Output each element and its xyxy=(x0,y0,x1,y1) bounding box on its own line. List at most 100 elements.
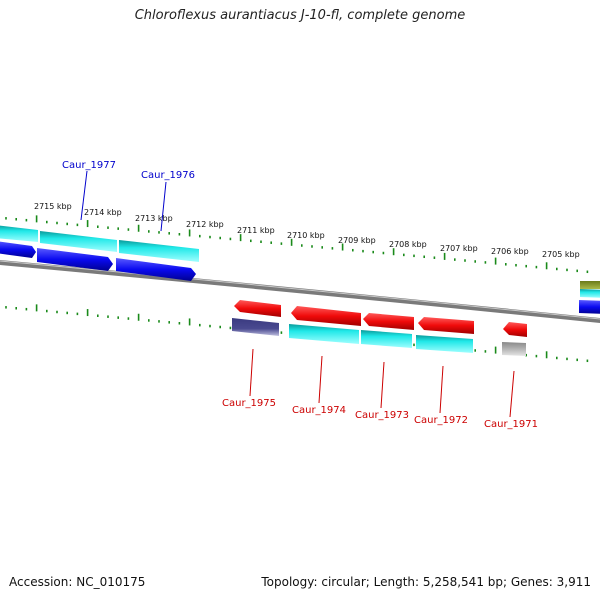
minor-tick xyxy=(556,356,558,360)
genome-backbone-highlight xyxy=(0,260,600,320)
minor-tick xyxy=(525,264,527,268)
minor-tick xyxy=(5,217,7,220)
major-tick xyxy=(290,238,293,246)
minor-tick xyxy=(56,221,58,225)
gene-feature-caur-1975[interactable] xyxy=(232,318,279,336)
gene-label-caur-1975[interactable]: Caur_1975 xyxy=(222,398,276,409)
minor-tick xyxy=(413,343,415,347)
minor-tick xyxy=(117,227,119,230)
minor-tick xyxy=(576,358,578,362)
minor-tick xyxy=(270,241,272,244)
minor-tick xyxy=(566,357,568,361)
minor-tick xyxy=(229,237,232,241)
callout-line xyxy=(439,365,444,414)
gene-label-caur-1973[interactable]: Caur_1973 xyxy=(355,410,409,421)
minor-tick xyxy=(148,319,150,322)
major-tick xyxy=(86,309,89,317)
major-tick xyxy=(239,234,242,242)
minor-tick xyxy=(107,226,109,229)
minor-tick xyxy=(321,246,323,249)
gene-feature-caur-1972[interactable] xyxy=(416,335,473,353)
gene-feature-red[interactable] xyxy=(503,322,527,337)
minor-tick xyxy=(280,331,283,334)
minor-tick xyxy=(168,321,170,324)
minor-tick xyxy=(46,309,48,313)
minor-tick xyxy=(362,249,364,253)
accession-text: Accession: NC_010175 xyxy=(9,575,146,589)
major-tick xyxy=(35,215,38,223)
minor-tick xyxy=(5,306,7,309)
minor-tick xyxy=(586,359,589,363)
forward-inner-track xyxy=(0,241,196,281)
minor-tick xyxy=(525,353,527,357)
scale-label: 2709 kbp xyxy=(338,236,376,245)
scale-label: 2707 kbp xyxy=(440,244,478,253)
minor-tick xyxy=(454,258,456,261)
gene-labels: Caur_1977 Caur_1976 Caur_1975 Caur_1974 … xyxy=(62,160,538,430)
scale-labels: 2715 kbp 2714 kbp 2713 kbp 2712 kbp 2711… xyxy=(34,202,580,259)
minor-tick xyxy=(331,247,334,250)
gene-label-caur-1971[interactable]: Caur_1971 xyxy=(484,419,538,430)
major-tick xyxy=(137,313,140,321)
genome-summary-text: Topology: circular; Length: 5,258,541 bp… xyxy=(261,575,591,589)
scale-label: 2706 kbp xyxy=(491,247,529,256)
gene-feature-red[interactable] xyxy=(363,313,414,330)
gene-feature-cyan-edge[interactable] xyxy=(580,289,600,298)
minor-tick xyxy=(260,240,262,244)
minor-tick xyxy=(566,268,568,272)
gene-label-caur-1977[interactable]: Caur_1977 xyxy=(62,160,116,171)
gene-feature-caur-1976[interactable] xyxy=(119,240,199,262)
gene-feature-forward-blue[interactable] xyxy=(0,241,36,258)
gene-feature-caur-1974[interactable] xyxy=(289,324,359,344)
forward-callouts xyxy=(80,170,167,232)
gene-feature-forward-blue[interactable] xyxy=(116,258,196,281)
minor-tick xyxy=(576,269,578,273)
scale-label: 2711 kbp xyxy=(237,226,275,235)
minor-tick xyxy=(107,315,109,318)
forward-outer-track xyxy=(0,225,199,262)
minor-tick xyxy=(15,306,17,310)
callout-line xyxy=(160,181,167,232)
minor-tick xyxy=(280,242,283,245)
minor-tick xyxy=(372,250,374,254)
minor-tick xyxy=(515,263,517,267)
major-tick xyxy=(392,248,395,256)
gene-feature-caur-1973[interactable] xyxy=(361,330,412,348)
minor-tick xyxy=(433,256,436,259)
gene-label-caur-1976[interactable]: Caur_1976 xyxy=(141,170,195,181)
gene-feature-red[interactable] xyxy=(234,300,281,317)
minor-tick xyxy=(311,245,313,248)
gene-feature-caur-1971[interactable] xyxy=(502,342,526,356)
minor-tick xyxy=(474,260,476,263)
gene-label-caur-1972[interactable]: Caur_1972 xyxy=(414,415,468,426)
minor-tick xyxy=(556,267,558,271)
minor-tick xyxy=(178,322,181,325)
gene-feature-blue-edge[interactable] xyxy=(579,300,600,314)
scale-label: 2713 kbp xyxy=(135,214,173,223)
minor-tick xyxy=(127,317,130,320)
major-tick xyxy=(35,304,38,312)
minor-tick xyxy=(66,222,68,226)
minor-tick xyxy=(25,307,28,311)
minor-tick xyxy=(219,325,221,329)
minor-tick xyxy=(168,232,170,235)
major-tick xyxy=(137,224,140,232)
callout-line xyxy=(249,348,254,397)
gene-feature-forward[interactable] xyxy=(0,225,38,242)
gene-feature-forward-blue[interactable] xyxy=(37,248,113,271)
minor-tick xyxy=(413,254,415,258)
gene-feature-caur-1977[interactable] xyxy=(40,231,117,252)
minor-tick xyxy=(148,230,150,233)
gene-feature-red[interactable] xyxy=(418,317,474,334)
gene-feature-olive[interactable] xyxy=(580,281,600,289)
minor-tick xyxy=(117,316,119,319)
minor-tick xyxy=(25,218,28,222)
gene-label-caur-1974[interactable]: Caur_1974 xyxy=(292,405,346,416)
scale-label: 2705 kbp xyxy=(542,250,580,259)
minor-tick xyxy=(250,239,252,243)
callout-line xyxy=(80,170,88,221)
major-tick xyxy=(545,351,548,359)
minor-tick xyxy=(158,320,160,323)
gene-feature-red[interactable] xyxy=(291,306,361,326)
minor-tick xyxy=(229,326,232,330)
